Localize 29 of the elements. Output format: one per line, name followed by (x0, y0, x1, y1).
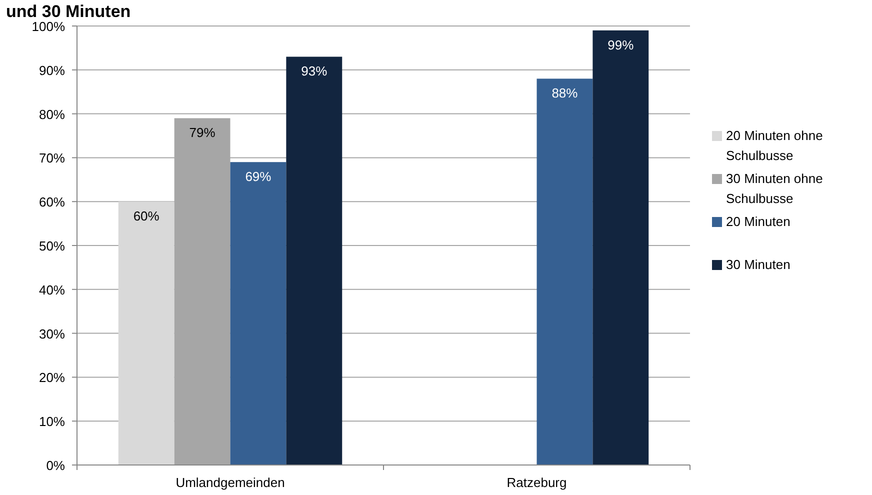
y-tick-label: 50% (38, 238, 66, 254)
bar (286, 56, 342, 465)
y-tick-label: 30% (38, 326, 66, 342)
legend-label: 20 Minuten (726, 214, 790, 229)
y-tick-label: 60% (38, 194, 66, 210)
data-label: 79% (189, 125, 216, 140)
y-tick-label: 10% (38, 414, 66, 430)
data-label: 69% (245, 169, 272, 184)
data-label: 99% (608, 37, 634, 52)
y-tick-label: 80% (38, 106, 66, 122)
data-label: 93% (301, 64, 328, 79)
chart-title: und 30 Minuten (6, 2, 131, 21)
y-tick-label: 70% (38, 150, 66, 166)
y-tick-label: 40% (38, 282, 66, 298)
y-tick-label: 0% (46, 458, 66, 473)
bar (592, 30, 649, 465)
legend-label: 30 Minuten (726, 257, 790, 272)
data-label: 60% (133, 208, 160, 224)
legend-label: 20 Minuten ohne Schulbusse (726, 128, 823, 163)
bar (536, 78, 593, 465)
x-tick-label: Umlandgemeinden (176, 475, 285, 490)
y-tick-label: 20% (38, 370, 66, 386)
legend-label: 30 Minuten ohne Schulbusse (726, 171, 823, 206)
y-tick-label: 90% (38, 62, 66, 78)
bar (230, 162, 286, 465)
x-tick-label: Ratzeburg (506, 475, 567, 490)
bar (118, 202, 174, 465)
data-label: 88% (552, 86, 578, 101)
y-tick-label: 100% (32, 19, 66, 34)
